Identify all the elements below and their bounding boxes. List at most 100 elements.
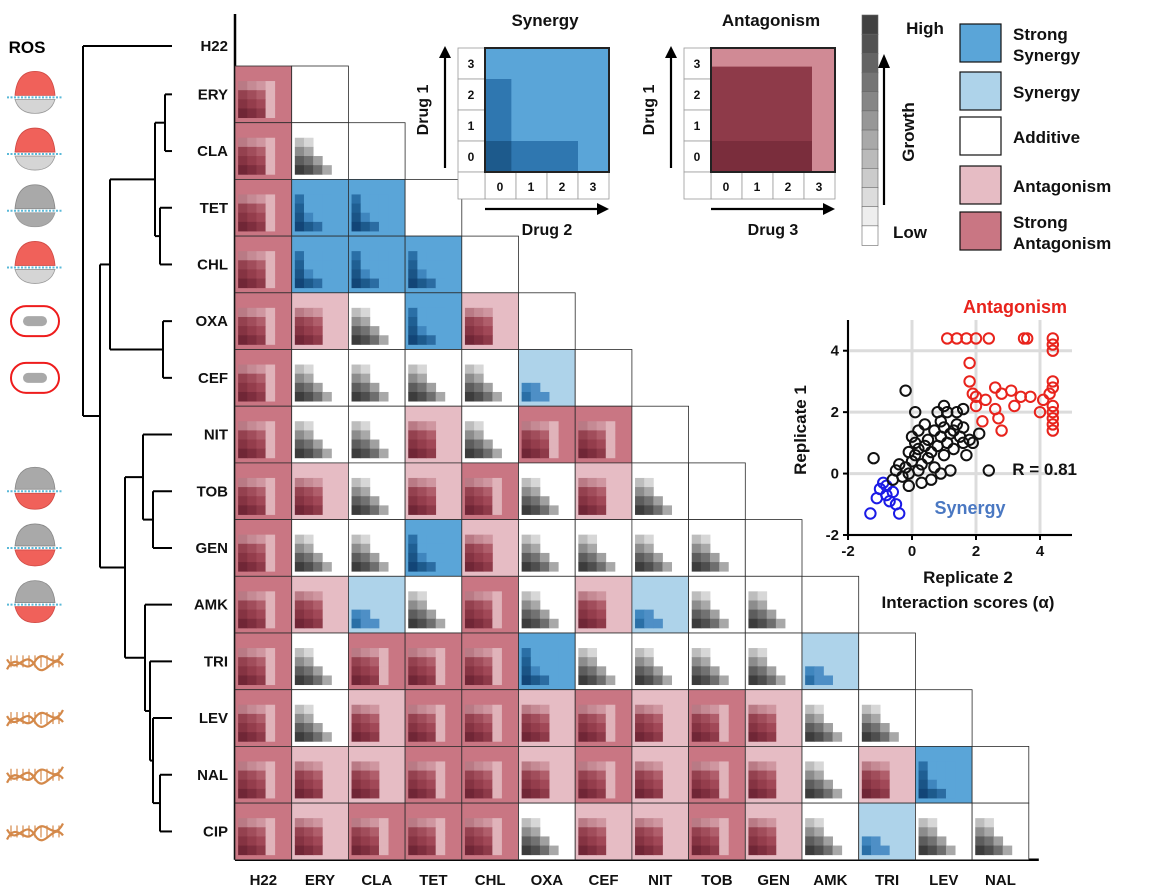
example-x-tick: 0	[723, 180, 730, 194]
scatter-point-antagonism	[1046, 375, 1060, 388]
column-label: CEF	[589, 872, 619, 889]
matrix-cell-subblock	[530, 818, 541, 828]
matrix-cell-subblock	[303, 364, 314, 375]
matrix-cell-subblock	[483, 648, 493, 658]
matrix-cell-subblock	[530, 562, 541, 572]
matrix-cell-subblock	[313, 618, 323, 629]
matrix-cell-subblock	[936, 788, 947, 799]
matrix-cell-subblock	[635, 505, 645, 515]
matrix-cell-subblock	[587, 713, 598, 724]
matrix-cell-subblock	[247, 108, 257, 119]
matrix-cell-subblock	[238, 165, 248, 175]
matrix-cell-subblock	[530, 439, 541, 450]
scatter-point-additive	[921, 433, 935, 446]
matrix-cell-subblock	[238, 203, 248, 214]
matrix-cell-subblock	[766, 618, 777, 629]
matrix-cell-subblock	[918, 770, 929, 781]
matrix-cell-subblock	[530, 477, 541, 488]
scatter-point-additive	[918, 439, 931, 453]
matrix-cell-subblock	[238, 430, 248, 440]
matrix-cell-subblock	[294, 203, 305, 214]
matrix-cell-diagonal	[858, 632, 916, 691]
matrix-cell-subblock	[360, 657, 371, 667]
matrix-cell-subblock	[474, 818, 484, 828]
matrix-cell-subblock	[464, 543, 475, 554]
matrix-cell-subblock	[464, 666, 475, 676]
matrix-cell-subblock	[247, 260, 257, 270]
example-y-tick: 0	[468, 150, 475, 164]
matrix-cell-subblock	[530, 609, 541, 620]
matrix-cell-subblock	[426, 788, 437, 799]
matrix-cell-subblock	[700, 770, 711, 781]
matrix-cell-subblock	[351, 761, 362, 771]
matrix-cell-subblock	[635, 836, 645, 846]
matrix-cell-subblock	[483, 600, 493, 611]
matrix-cell-subblock	[256, 779, 266, 790]
matrix-cell-subblock	[294, 845, 305, 856]
matrix-cell-subblock	[691, 761, 702, 771]
matrix-cell-subblock	[303, 732, 314, 742]
matrix-cell-subblock	[313, 761, 323, 771]
matrix-cell-subblock	[766, 818, 777, 828]
matrix-cell-subblock	[313, 335, 323, 345]
matrix-cell-subblock	[294, 477, 305, 488]
matrix-cell-subblock	[644, 477, 654, 488]
matrix-cell-subblock	[313, 818, 323, 828]
scatter-point-synergy	[880, 488, 893, 502]
scatter-point-antagonism	[1046, 381, 1060, 394]
scatter-point-antagonism	[969, 399, 983, 413]
matrix-cell-subblock	[880, 779, 890, 790]
matrix-cell-subblock	[748, 818, 758, 828]
matrix-cell-subblock	[435, 251, 446, 261]
matrix-cell-subblock	[378, 278, 389, 289]
matrix-cell-subblock	[247, 194, 257, 204]
matrix-cell-subblock	[247, 534, 257, 545]
matrix-cell-subblock	[435, 657, 446, 667]
matrix-cell-subblock	[805, 666, 815, 676]
matrix-cell-subblock	[539, 421, 550, 431]
matrix-cell-subblock	[757, 657, 768, 667]
ribosome-ros-icon	[7, 580, 63, 624]
matrix-cell-subblock	[256, 562, 266, 572]
matrix-cell-subblock	[483, 562, 493, 572]
matrix-cell-subblock	[587, 666, 598, 676]
matrix-cell-subblock	[247, 487, 257, 497]
matrix-cell-subblock	[587, 543, 598, 554]
matrix-cell-subblock	[247, 203, 257, 214]
matrix-cell-subblock	[870, 713, 881, 724]
column-label: GEN	[757, 872, 790, 889]
matrix-cell-subblock	[596, 827, 607, 837]
matrix-cell-subblock	[578, 618, 588, 629]
matrix-cell-subblock	[492, 496, 502, 506]
matrix-cell-subblock	[256, 827, 266, 837]
matrix-cell-subblock	[378, 260, 389, 270]
matrix-cell-subblock	[492, 723, 502, 733]
matrix-cell-subblock	[265, 81, 276, 91]
matrix-cell-subblock	[378, 666, 389, 676]
matrix-cell-subblock	[861, 770, 872, 781]
matrix-cell-subblock	[596, 713, 607, 724]
matrix-cell-subblock	[474, 770, 484, 781]
matrix-cell-subblock	[700, 666, 711, 676]
row-label: ERY	[198, 86, 228, 103]
matrix-cell-subblock	[426, 609, 437, 620]
matrix-cell-subblock	[313, 316, 323, 327]
matrix-cell-subblock	[256, 552, 266, 563]
matrix-cell-subblock	[303, 439, 314, 450]
matrix-cell-subblock	[238, 391, 248, 402]
matrix-cell-subblock	[596, 600, 607, 611]
matrix-cell-subblock	[719, 618, 729, 629]
matrix-cell-subblock	[644, 552, 654, 563]
example-x-tick: 1	[528, 180, 535, 194]
matrix-cell-subblock	[303, 137, 314, 148]
matrix-cell-subblock	[521, 552, 532, 563]
matrix-cell-subblock	[351, 562, 362, 572]
matrix-cell-subblock	[417, 723, 427, 733]
matrix-cell-subblock	[294, 675, 305, 686]
matrix-cell-subblock	[247, 562, 257, 572]
scatter-x-tick-label: 0	[908, 543, 916, 560]
matrix-cell-subblock	[256, 146, 266, 157]
matrix-cell-subblock	[256, 723, 266, 733]
matrix-cell-subblock	[653, 770, 663, 781]
matrix-cell-subblock	[378, 827, 389, 837]
